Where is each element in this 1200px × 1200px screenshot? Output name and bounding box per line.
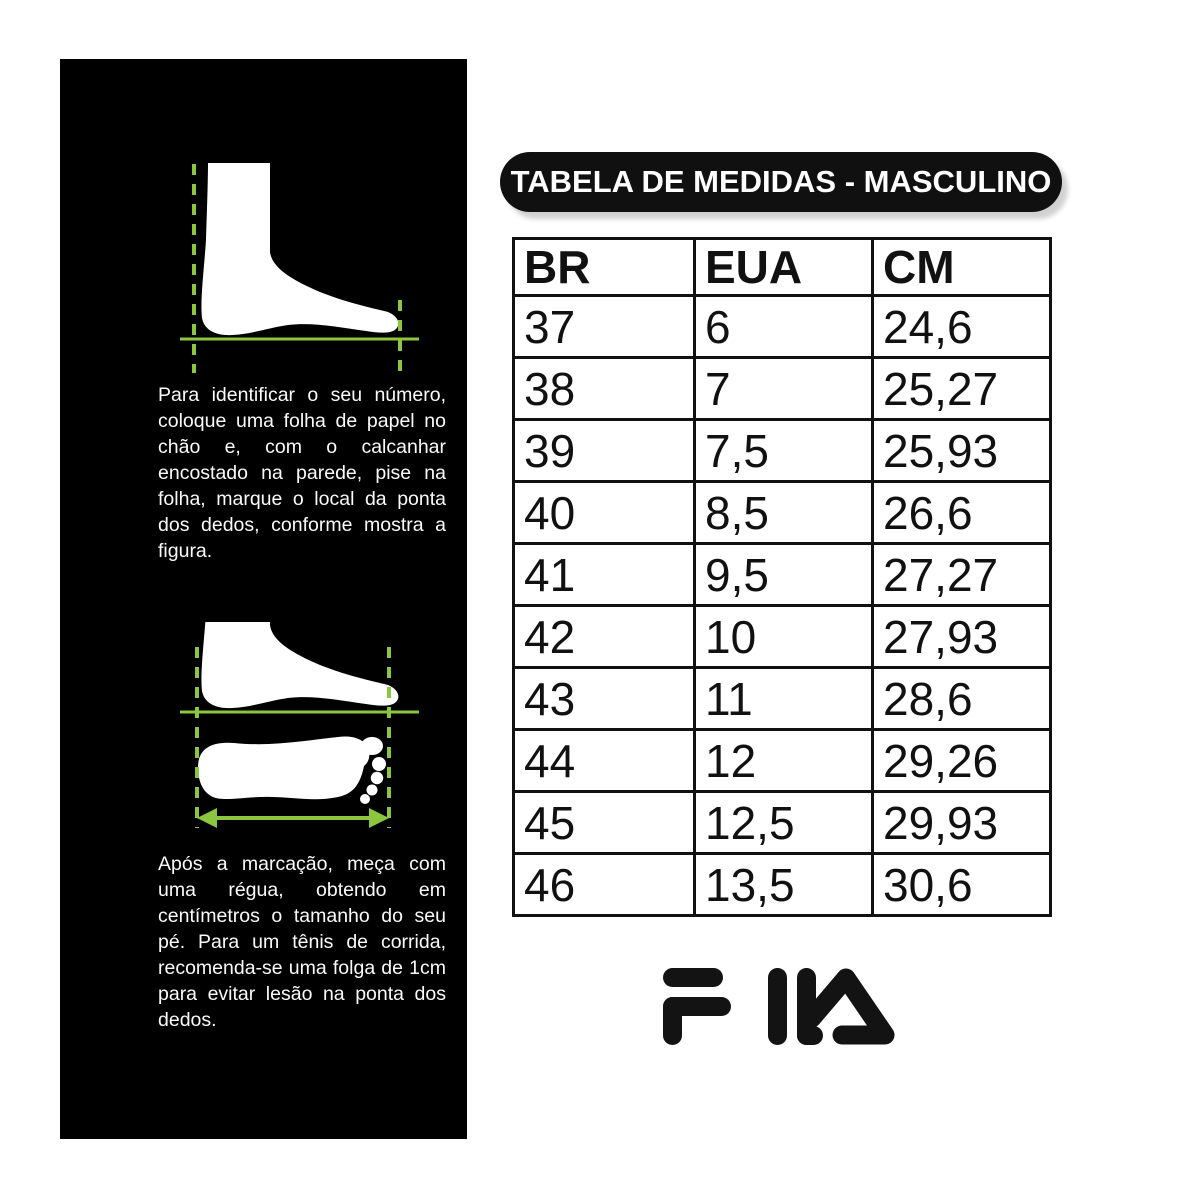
table-cell: 8,5 (693, 480, 874, 545)
table-row: 41 9,5 27,27 (512, 542, 1052, 607)
foot-silhouette (201, 163, 399, 336)
table-row: 43 11 28,6 (512, 666, 1052, 731)
fila-letter-a (802, 968, 895, 1045)
table-row: 44 12 29,26 (512, 728, 1052, 793)
foot-silhouette (201, 622, 399, 709)
table-cell: 28,6 (871, 666, 1052, 731)
fila-logo (663, 968, 895, 1045)
size-chart-title: TABELA DE MEDIDAS - MASCULINO (500, 152, 1062, 212)
table-cell: 27,93 (871, 604, 1052, 669)
column-header-cm: CM (871, 237, 1052, 297)
column-header-eua: EUA (693, 237, 874, 297)
fila-letter-f (663, 968, 731, 1045)
table-cell: 12,5 (693, 790, 874, 855)
table-cell: 13,5 (693, 852, 874, 917)
size-chart-table: BR EUA CM 37 6 24,6 38 7 25,27 39 7,5 25,93 40 8,5… (512, 237, 1052, 917)
fila-letter-i (768, 968, 787, 1045)
table-cell: 38 (512, 356, 696, 421)
table-cell: 42 (512, 604, 696, 669)
footprint-silhouette (198, 736, 386, 804)
table-cell: 9,5 (693, 542, 874, 607)
table-cell: 24,6 (871, 294, 1052, 359)
table-cell: 40 (512, 480, 696, 545)
table-cell: 6 (693, 294, 874, 359)
column-header-br: BR (512, 237, 696, 297)
table-row: 42 10 27,93 (512, 604, 1052, 669)
table-cell: 29,26 (871, 728, 1052, 793)
foot-length-measure-illustration (180, 622, 419, 828)
table-row: 45 12,5 29,93 (512, 790, 1052, 855)
table-cell: 30,6 (871, 852, 1052, 917)
header-row: BR EUA CM (512, 237, 1052, 297)
table-cell: 45 (512, 790, 696, 855)
foot-side-measure-illustration (180, 163, 419, 375)
size-chart-body: 37 6 24,6 38 7 25,27 39 7,5 25,93 40 8,5 26,6 41 9,5 2… (512, 294, 1052, 917)
table-cell: 44 (512, 728, 696, 793)
table-row: 39 7,5 25,93 (512, 418, 1052, 483)
table-row: 38 7 25,27 (512, 356, 1052, 421)
instruction-text-2: Após a marcação, meça com uma régua, obt… (158, 853, 446, 1031)
table-cell: 25,27 (871, 356, 1052, 421)
table-row: 46 13,5 30,6 (512, 852, 1052, 917)
table-cell: 7 (693, 356, 874, 421)
table-cell: 10 (693, 604, 874, 669)
table-cell: 7,5 (693, 418, 874, 483)
instruction-text-1: Para identificar o seu número, coloque u… (158, 384, 446, 562)
table-row: 40 8,5 26,6 (512, 480, 1052, 545)
table-cell: 12 (693, 728, 874, 793)
table-cell: 43 (512, 666, 696, 731)
table-cell: 11 (693, 666, 874, 731)
table-cell: 29,93 (871, 790, 1052, 855)
table-cell: 26,6 (871, 480, 1052, 545)
table-cell: 37 (512, 294, 696, 359)
table-cell: 46 (512, 852, 696, 917)
instructions-panel: Para identificar o seu número, coloque u… (60, 59, 467, 1139)
length-arrow (197, 808, 389, 828)
table-cell: 27,27 (871, 542, 1052, 607)
table-cell: 41 (512, 542, 696, 607)
table-cell: 25,93 (871, 418, 1052, 483)
table-cell: 39 (512, 418, 696, 483)
table-row: 37 6 24,6 (512, 294, 1052, 359)
